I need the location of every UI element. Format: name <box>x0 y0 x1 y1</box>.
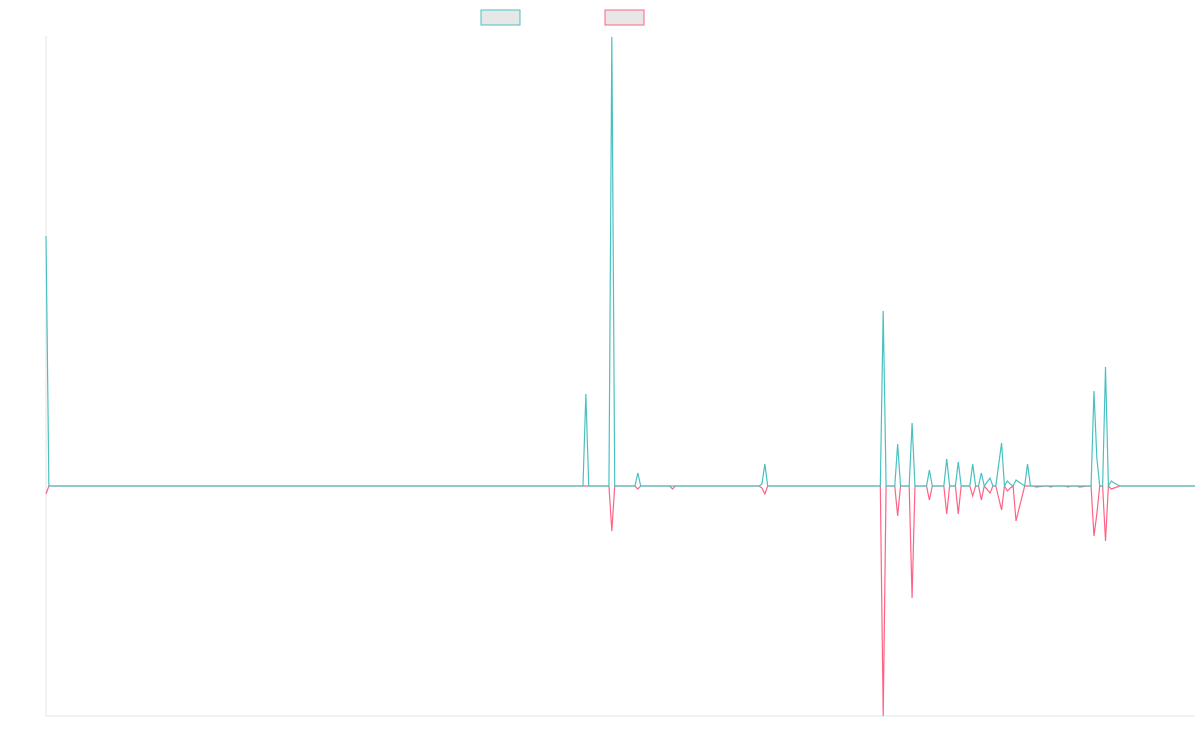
axes <box>45 36 1195 717</box>
legend <box>480 9 645 26</box>
series-line <box>45 484 1195 717</box>
legend-swatch <box>480 9 521 26</box>
legend-item[interactable] <box>604 9 645 26</box>
series-line <box>45 36 1195 489</box>
legend-swatch <box>604 9 645 26</box>
legend-item[interactable] <box>480 9 521 26</box>
series-group <box>45 36 1195 717</box>
